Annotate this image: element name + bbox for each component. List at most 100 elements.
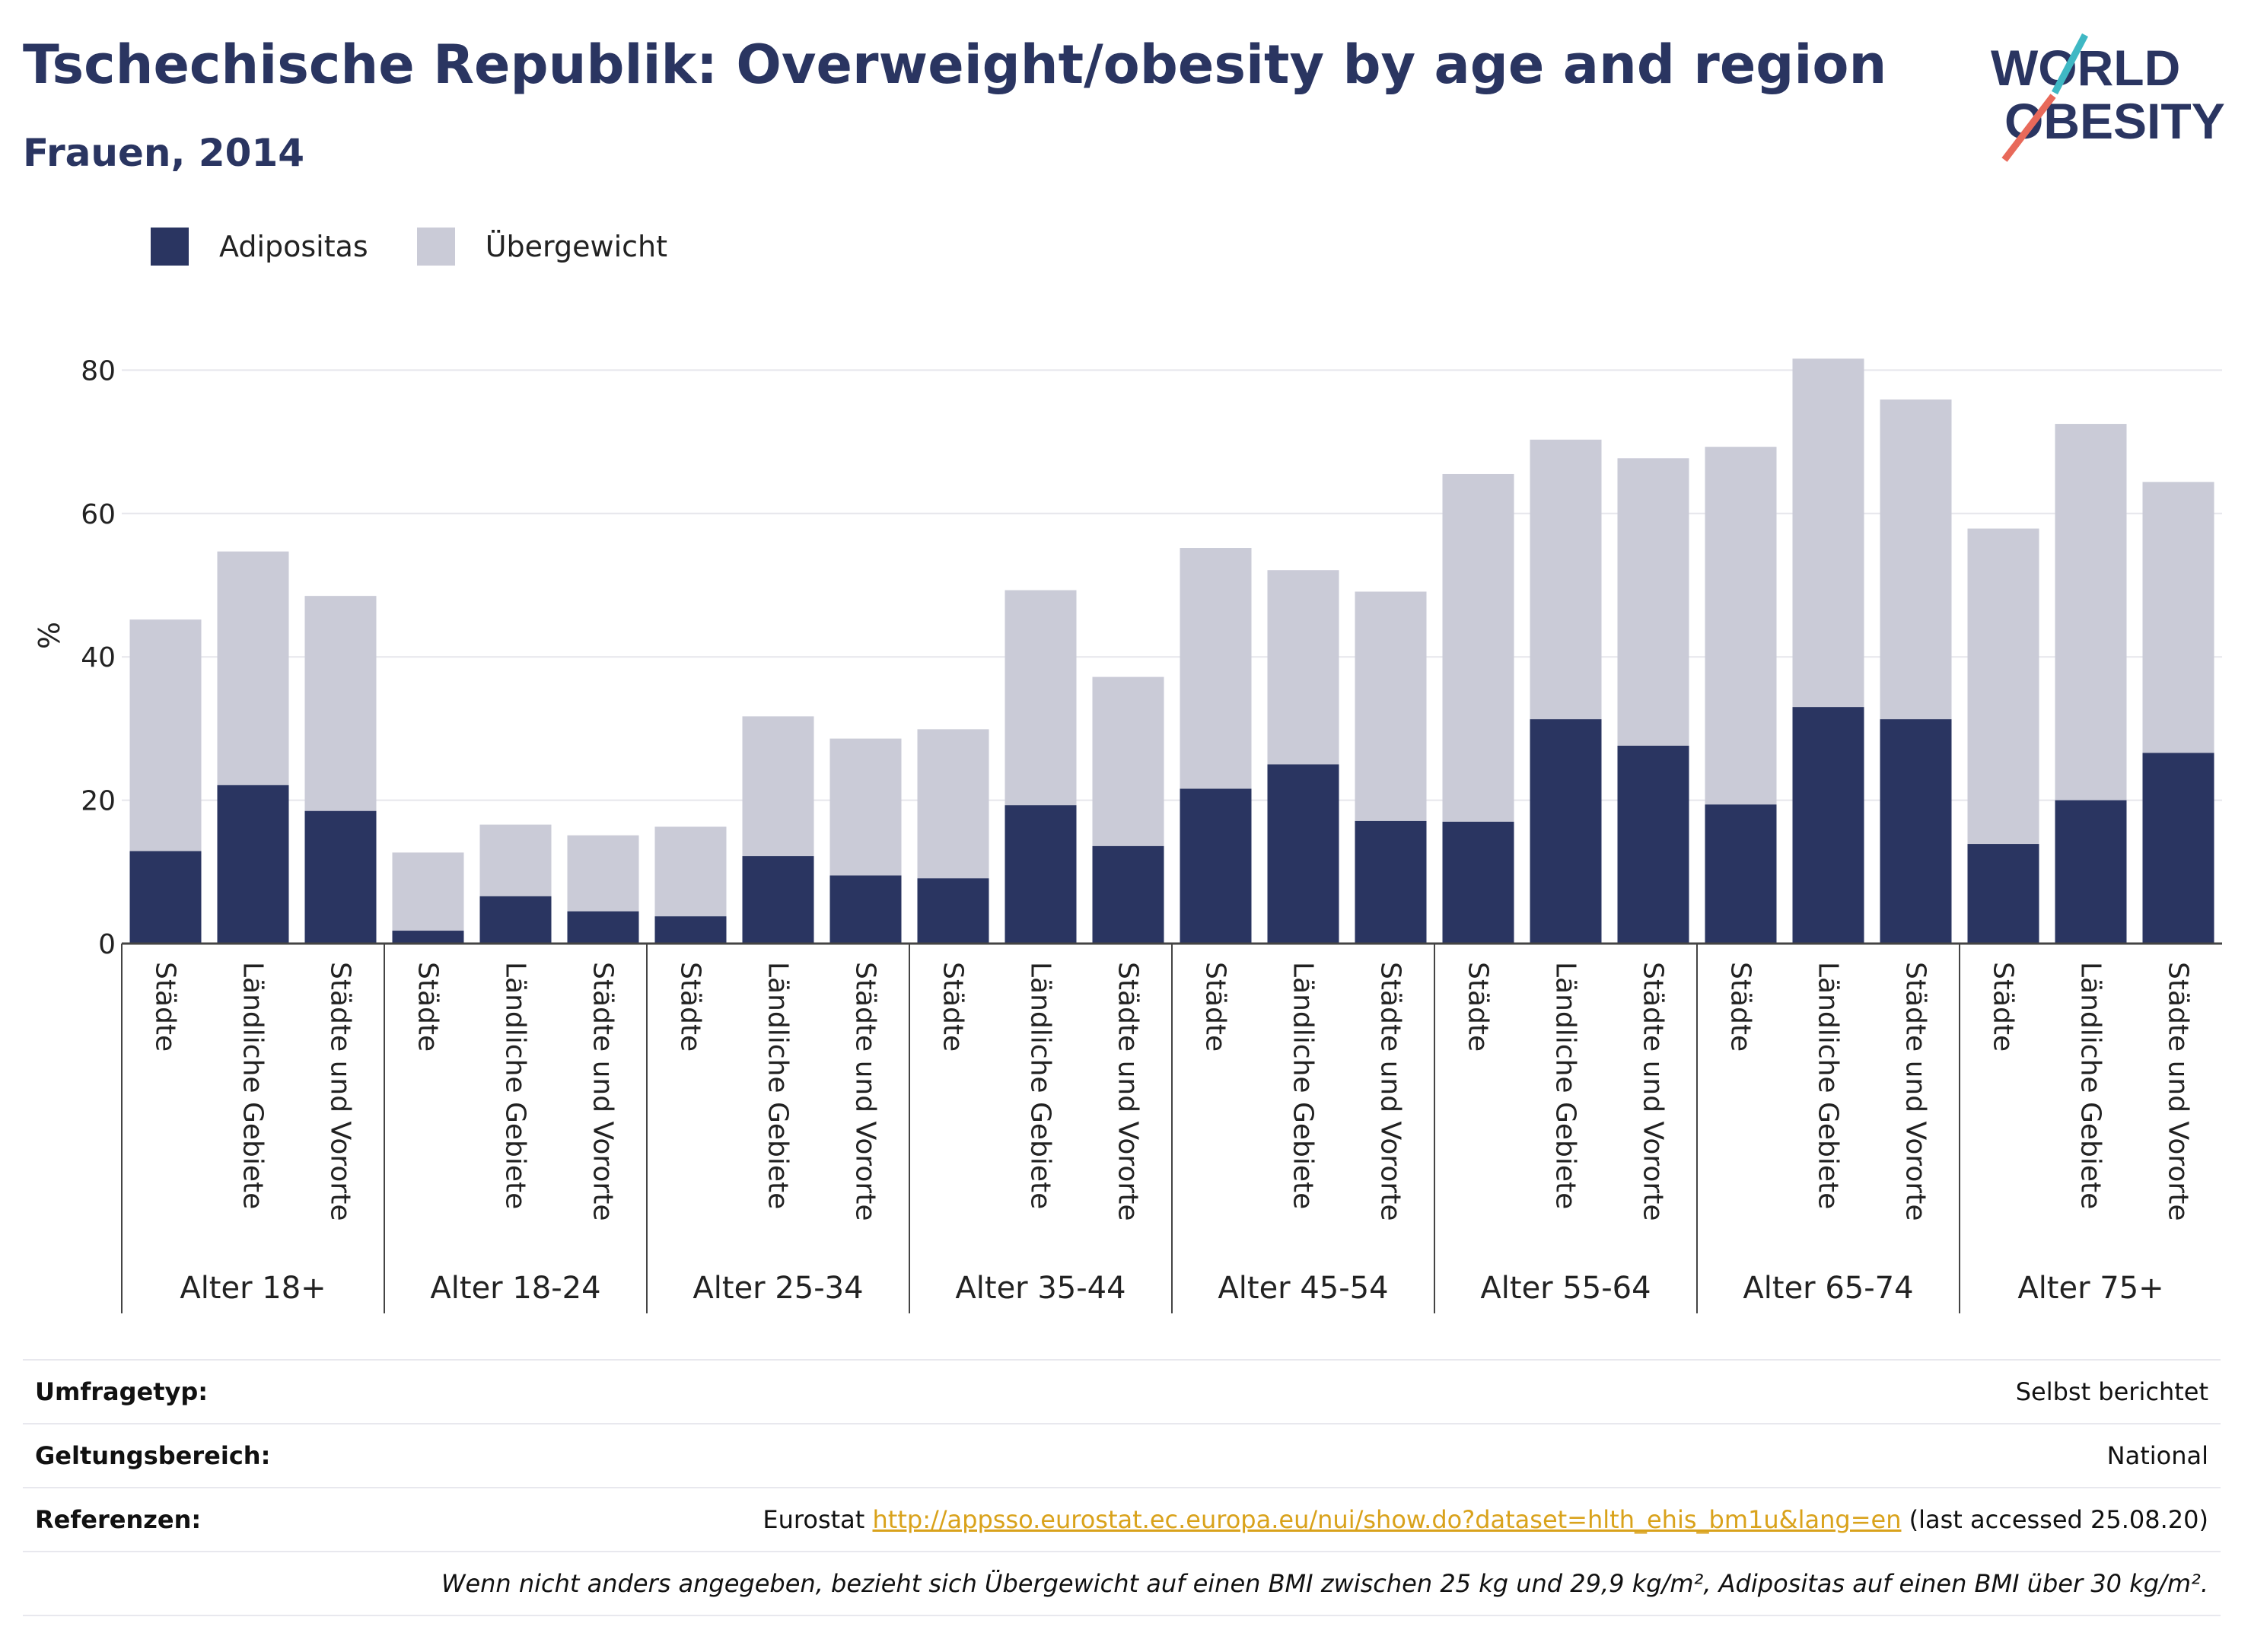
x-category-label: Ländliche Gebiete [1813, 962, 1844, 1209]
bar-obesity [129, 851, 202, 944]
bar-obesity [1705, 804, 1777, 944]
x-category-label: Städte und Vororte [325, 962, 356, 1221]
bar-overweight [567, 835, 639, 912]
bar-obesity [742, 856, 814, 944]
legend-swatch-overweight [416, 228, 455, 266]
x-category-label: Städte [412, 962, 444, 1052]
bar-obesity [829, 875, 902, 944]
survey-value: Selbst berichtet [2015, 1377, 2208, 1406]
bar-overweight [742, 716, 814, 857]
bar-overweight [1530, 439, 1602, 720]
bar-obesity [2142, 753, 2214, 944]
info-row-note: Wenn nicht anders angegeben, bezieht sic… [23, 1551, 2221, 1616]
scope-value: National [2106, 1441, 2208, 1470]
bar-overweight [479, 824, 552, 896]
x-category-label: Ländliche Gebiete [1550, 962, 1581, 1209]
info-table: Umfragetyp: Selbst berichtet Geltungsber… [23, 1359, 2221, 1616]
bar-obesity [567, 911, 639, 944]
x-category-label: Ländliche Gebiete [763, 962, 794, 1209]
bar-obesity [654, 916, 727, 944]
y-tick-label: 40 [81, 642, 116, 673]
bar-obesity [1355, 820, 1427, 944]
legend-item-obesity: Adipositas [151, 228, 368, 266]
legend-swatch-obesity [151, 228, 189, 266]
bar-obesity [1005, 805, 1077, 944]
x-category-label: Städte [1463, 962, 1494, 1052]
bar-overweight [1180, 548, 1252, 789]
x-category-label: Ländliche Gebiete [2075, 962, 2106, 1209]
survey-label: Umfragetyp: [35, 1377, 209, 1406]
definition-note: Wenn nicht anders angegeben, bezieht sic… [441, 1569, 2208, 1598]
x-group-label: Alter 35-44 [955, 1271, 1126, 1306]
bar-overweight [1005, 590, 1077, 806]
scope-label: Geltungsbereich: [35, 1441, 271, 1470]
bar-overweight [304, 596, 377, 811]
x-category-label: Städte und Vororte [850, 962, 881, 1221]
chart-title: Tschechische Republik: Overweight/obesit… [23, 33, 1887, 96]
legend-label-obesity: Adipositas [219, 230, 368, 263]
x-category-label: Städte und Vororte [1900, 962, 1931, 1221]
x-group-label: Alter 65-74 [1743, 1271, 1913, 1306]
x-group-label: Alter 55-64 [1480, 1271, 1651, 1306]
bar-overweight [1880, 399, 1952, 720]
x-category-label: Städte [150, 962, 181, 1052]
chart-subtitle: Frauen, 2014 [23, 131, 305, 175]
bar-overweight [1967, 528, 2039, 845]
x-category-label: Städte und Vororte [1375, 962, 1406, 1221]
bar-obesity [217, 785, 289, 944]
reference-source: Eurostat [763, 1505, 865, 1534]
x-group-label: Alter 75+ [2017, 1271, 2163, 1306]
bar-overweight [2055, 424, 2127, 801]
x-category-label: Städte [1725, 962, 1756, 1052]
x-category-label: Städte [1200, 962, 1231, 1052]
bar-obesity [1792, 707, 1864, 944]
logo-line1: WORLD [1991, 40, 2180, 96]
y-axis-label: % [33, 622, 66, 649]
x-group-label: Alter 18-24 [430, 1271, 600, 1306]
bar-overweight [392, 852, 464, 931]
bar-overweight [1355, 591, 1427, 821]
y-tick-label: 20 [81, 786, 116, 817]
x-category-label: Städte [675, 962, 706, 1052]
bar-obesity [917, 878, 989, 944]
bar-obesity [479, 896, 552, 944]
bar-obesity [1530, 719, 1602, 944]
x-category-label: Städte und Vororte [1638, 962, 1669, 1221]
bar-overweight [917, 729, 989, 879]
bar-overweight [654, 826, 727, 917]
logo-slash-red [2001, 94, 2056, 162]
bar-obesity [1180, 788, 1252, 944]
bar-obesity [1092, 845, 1164, 944]
bar-overweight [129, 619, 202, 851]
bar-chart: 0 20 40 60 80% Städte Ländliche Gebiete Städte … [33, 355, 2222, 1313]
x-group-label: Alter 45-54 [1218, 1271, 1388, 1306]
references-value: Eurostat http://appsso.eurostat.ec.europ… [763, 1505, 2208, 1534]
bar-overweight [1092, 676, 1164, 846]
bar-obesity [392, 931, 464, 944]
chart-legend: Adipositas Übergewicht [151, 225, 716, 268]
bar-overweight [1267, 570, 1339, 765]
reference-link[interactable]: http://appsso.eurostat.ec.europa.eu/nui/… [872, 1505, 1902, 1534]
x-category-label: Städte und Vororte [2163, 962, 2194, 1221]
logo-slash-teal [2052, 33, 2088, 95]
x-group-label: Alter 25-34 [692, 1271, 863, 1306]
bar-overweight [1705, 447, 1777, 805]
x-category-label: Ländliche Gebiete [1025, 962, 1056, 1209]
bar-obesity [2055, 800, 2127, 944]
info-row-scope: Geltungsbereich: National [23, 1423, 2221, 1487]
bar-obesity [1617, 746, 1689, 944]
bar-obesity [1442, 821, 1514, 944]
x-category-label: Ländliche Gebiete [1288, 962, 1319, 1209]
legend-label-overweight: Übergewicht [485, 230, 667, 263]
bar-overweight [1617, 458, 1689, 746]
bar-obesity [1267, 764, 1339, 944]
reference-accessed: (last accessed 25.08.20) [1909, 1505, 2208, 1534]
x-category-label: Städte [938, 962, 969, 1052]
info-row-survey: Umfragetyp: Selbst berichtet [23, 1359, 2221, 1423]
y-tick-label: 0 [98, 929, 116, 960]
y-tick-label: 60 [81, 499, 116, 530]
x-category-label: Städte [1988, 962, 2019, 1052]
x-category-label: Städte und Vororte [587, 962, 619, 1221]
bar-overweight [217, 551, 289, 785]
references-label: Referenzen: [35, 1505, 202, 1534]
